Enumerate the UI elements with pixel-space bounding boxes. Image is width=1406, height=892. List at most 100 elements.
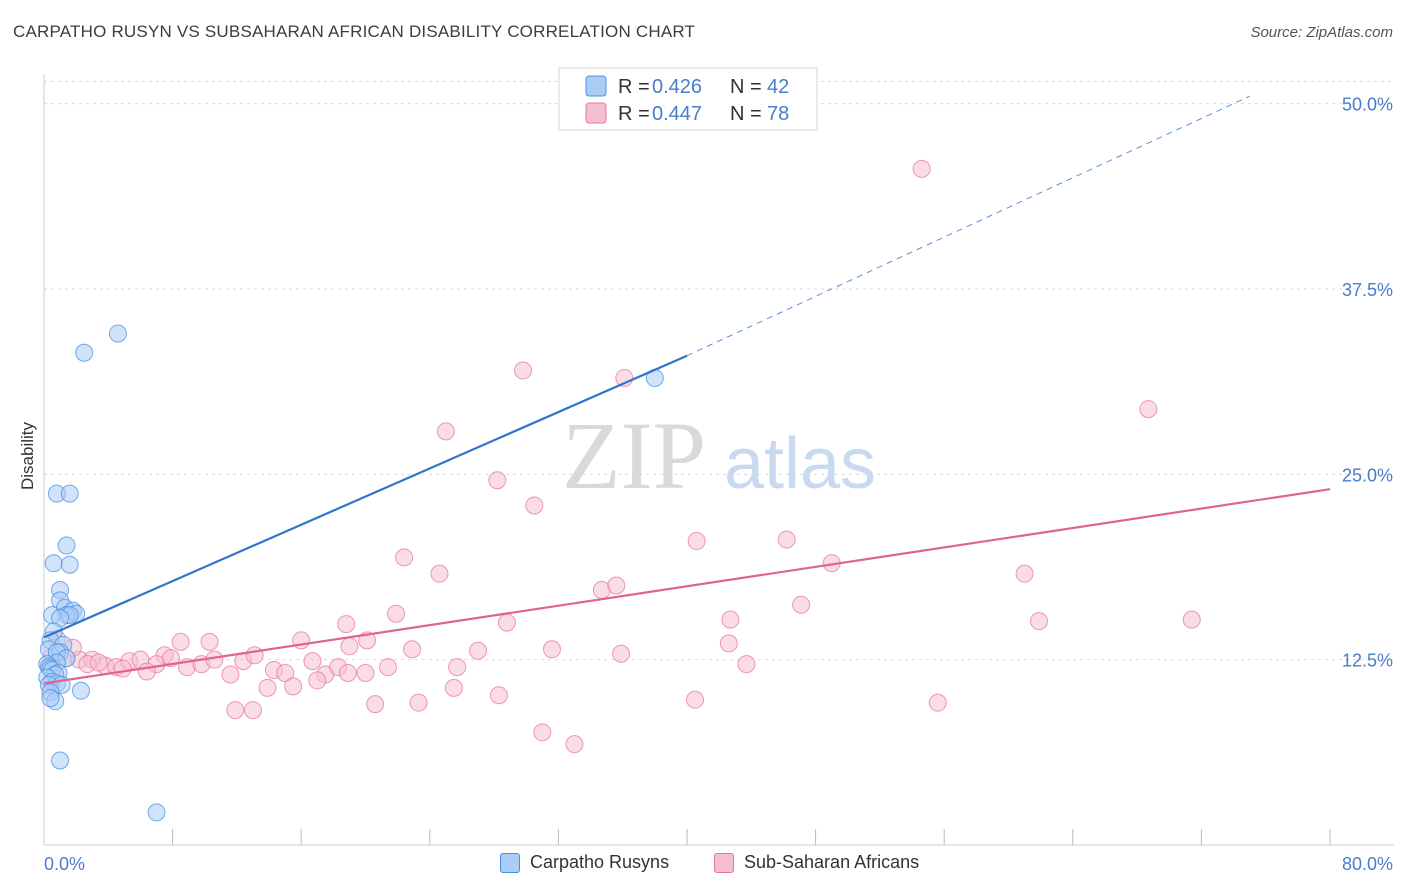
legend-n-value-1: 78 xyxy=(767,103,789,125)
y-axis-label: Disability xyxy=(18,421,37,490)
legend: R = 0.426 N = 42 R = 0.447 N = 78 xyxy=(558,67,818,131)
point-sub-saharan-african xyxy=(777,530,796,549)
watermark-zip: ZIP xyxy=(562,402,706,509)
point-sub-saharan-african xyxy=(258,678,277,697)
watermark-atlas: atlas xyxy=(724,424,876,504)
point-carpatho-rusyn xyxy=(60,555,79,574)
point-sub-saharan-african xyxy=(245,646,264,665)
point-carpatho-rusyn xyxy=(44,554,63,573)
point-sub-saharan-african xyxy=(243,701,262,720)
point-sub-saharan-african xyxy=(489,686,508,705)
source-label: Source: ZipAtlas.com xyxy=(1250,24,1393,41)
point-sub-saharan-african xyxy=(340,637,359,656)
point-sub-saharan-african xyxy=(497,613,516,632)
point-sub-saharan-african xyxy=(1139,400,1158,419)
legend-r-label-1: R = xyxy=(618,103,650,125)
point-sub-saharan-african xyxy=(337,615,356,634)
point-carpatho-rusyn xyxy=(60,484,79,503)
point-sub-saharan-african xyxy=(469,641,488,660)
bottom-legend-swatch-blue xyxy=(500,852,520,873)
point-sub-saharan-african xyxy=(221,665,240,684)
point-sub-saharan-african xyxy=(687,532,706,551)
bottom-legend-label-0: Carpatho Rusyns xyxy=(530,852,670,872)
point-sub-saharan-african xyxy=(387,604,406,623)
point-sub-saharan-african xyxy=(308,671,327,690)
point-carpatho-rusyn xyxy=(147,803,166,822)
point-sub-saharan-african xyxy=(565,735,584,754)
y-tick-label: 12.5% xyxy=(1342,651,1393,671)
bottom-legend-label-1: Sub-Saharan Africans xyxy=(744,852,920,872)
point-sub-saharan-african xyxy=(721,610,740,629)
point-sub-saharan-african xyxy=(403,640,422,659)
point-sub-saharan-african xyxy=(366,695,385,714)
point-carpatho-rusyn xyxy=(57,536,76,555)
trend-line-extension xyxy=(686,95,1250,357)
point-sub-saharan-african xyxy=(607,576,626,595)
y-tick-label: 50.0% xyxy=(1342,95,1393,115)
y-tick-label: 25.0% xyxy=(1342,465,1393,485)
legend-n-label-1: N = xyxy=(730,103,762,125)
point-sub-saharan-african xyxy=(444,678,463,697)
legend-n-label-0: N = xyxy=(730,76,762,98)
chart-title: CARPATHO RUSYN VS SUBSAHARAN AFRICAN DIS… xyxy=(13,22,696,41)
gridlines xyxy=(44,80,1394,661)
point-sub-saharan-african xyxy=(171,632,190,651)
x-tick-label: 80.0% xyxy=(1342,854,1393,874)
point-sub-saharan-african xyxy=(205,650,224,669)
legend-swatch-pink xyxy=(585,102,607,124)
watermark: ZIP atlas xyxy=(562,402,876,509)
point-sub-saharan-african xyxy=(612,644,631,663)
point-sub-saharan-african xyxy=(448,658,467,677)
legend-n-value-0: 42 xyxy=(767,76,789,98)
point-sub-saharan-african xyxy=(89,653,108,672)
legend-r-value-1: 0.447 xyxy=(652,103,702,125)
point-sub-saharan-african xyxy=(525,496,544,515)
point-carpatho-rusyn xyxy=(41,689,60,708)
x-tick-label: 0.0% xyxy=(44,854,85,874)
bottom-legend-item-sub-saharan-africans: Sub-Saharan Africans xyxy=(714,852,919,873)
legend-r-label-0: R = xyxy=(618,76,650,98)
point-sub-saharan-african xyxy=(488,471,507,490)
bottom-legend: Carpatho Rusyns Sub-Saharan Africans xyxy=(0,852,1406,878)
point-sub-saharan-african xyxy=(284,677,303,696)
point-carpatho-rusyn xyxy=(108,324,127,343)
tick-labels: 12.5% 25.0% 37.5% 50.0% 0.0% 80.0% xyxy=(44,95,1393,874)
point-sub-saharan-african xyxy=(792,595,811,614)
point-sub-saharan-african xyxy=(1182,610,1201,629)
point-sub-saharan-african xyxy=(514,361,533,380)
point-sub-saharan-african xyxy=(1015,564,1034,583)
point-sub-saharan-african xyxy=(226,701,245,720)
point-sub-saharan-african xyxy=(912,159,931,178)
point-sub-saharan-african xyxy=(533,723,552,742)
point-carpatho-rusyn xyxy=(75,343,94,362)
point-sub-saharan-african xyxy=(379,658,398,677)
point-sub-saharan-african xyxy=(686,690,705,709)
point-sub-saharan-african xyxy=(737,655,756,674)
point-sub-saharan-african xyxy=(928,693,947,712)
point-sub-saharan-african xyxy=(430,564,449,583)
y-tick-label: 37.5% xyxy=(1342,280,1393,300)
point-sub-saharan-african xyxy=(113,659,132,678)
point-sub-saharan-african xyxy=(276,664,295,683)
point-sub-saharan-african xyxy=(436,422,455,441)
legend-r-value-0: 0.426 xyxy=(652,76,702,98)
point-sub-saharan-african xyxy=(409,693,428,712)
point-sub-saharan-african xyxy=(161,649,180,668)
point-carpatho-rusyn xyxy=(51,751,70,770)
point-sub-saharan-african xyxy=(395,548,414,567)
trend-line-sub-saharan-africans xyxy=(43,488,1331,685)
trend-line-carpatho-rusyns xyxy=(43,354,688,639)
point-sub-saharan-african xyxy=(719,634,738,653)
point-sub-saharan-african xyxy=(542,640,561,659)
legend-swatch-blue xyxy=(585,75,607,97)
trend-lines xyxy=(43,95,1331,685)
point-sub-saharan-african xyxy=(137,662,156,681)
point-sub-saharan-african xyxy=(303,652,322,671)
point-sub-saharan-african xyxy=(1030,612,1049,631)
point-carpatho-rusyn xyxy=(71,681,90,700)
series-carpatho-rusyns xyxy=(38,324,664,822)
bottom-legend-item-carpatho-rusyns: Carpatho Rusyns xyxy=(500,852,669,873)
axes xyxy=(43,74,1394,846)
point-sub-saharan-african xyxy=(338,664,357,683)
